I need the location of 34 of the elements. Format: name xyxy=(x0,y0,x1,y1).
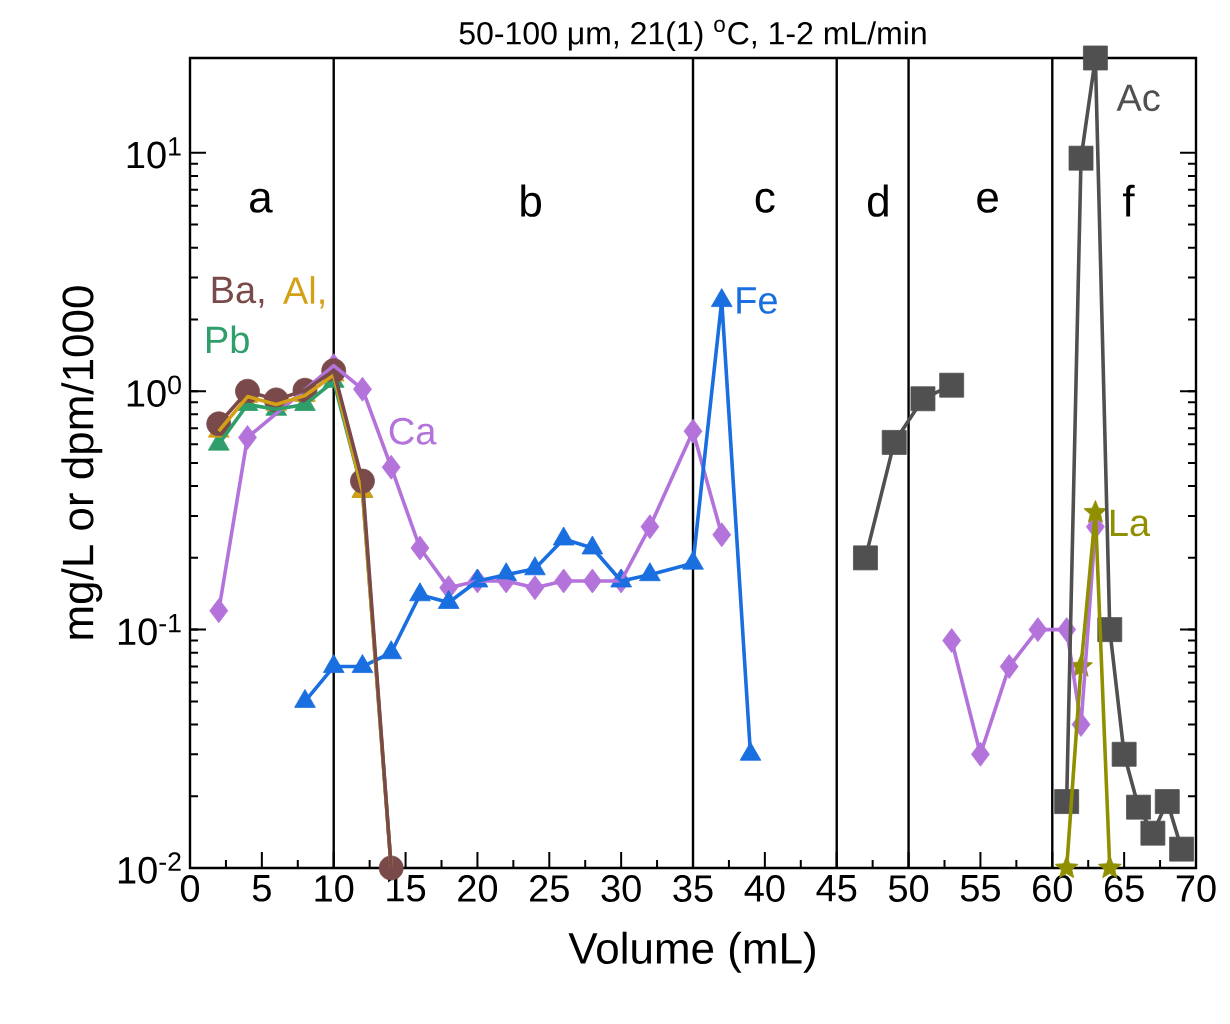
y-tick-label: 10$^{1}$ xyxy=(127,137,181,169)
x-tick-label: 70 xyxy=(1176,875,1216,902)
x-tick-label: 30 xyxy=(601,875,641,902)
y-tick-label: 10$^{-2}$ xyxy=(118,852,181,884)
x-tick-label: 60 xyxy=(1033,875,1072,902)
x-axis-title: Volume (mL) xyxy=(568,931,815,973)
annotation: a xyxy=(250,188,273,213)
series-label: Ca xyxy=(389,417,437,445)
annotation: b xyxy=(521,184,541,217)
x-tick-label: 45 xyxy=(816,875,857,902)
x-tick-label: 55 xyxy=(960,875,1000,902)
x-tick-label: 20 xyxy=(458,875,498,902)
series-label: Fe xyxy=(737,287,777,314)
annotation: e xyxy=(977,188,998,213)
x-tick-label: 65 xyxy=(1104,875,1144,902)
x-tick-label: 10 xyxy=(315,875,354,902)
series-label: Pb xyxy=(207,325,249,354)
series-label: Ba, xyxy=(212,276,264,308)
series-label: La xyxy=(1110,509,1151,537)
annotation: c xyxy=(755,188,775,213)
series-label: Ac xyxy=(1116,84,1160,112)
x-tick-label: 50 xyxy=(888,875,929,902)
y-tick-label: 10$^{0}$ xyxy=(127,375,181,407)
x-tick-label: 5 xyxy=(252,875,271,902)
x-tick-label: 0 xyxy=(180,875,200,902)
y-tick-label: 10$^{-1}$ xyxy=(118,614,181,646)
x-tick-label: 40 xyxy=(744,875,785,902)
chart-title: 50-100 μm, 21(1) $^{o}$C, 1-2 mL/min xyxy=(459,19,926,51)
x-tick-label: 35 xyxy=(673,875,713,902)
y-axis-title: mg/L or dpm/1000 xyxy=(61,286,103,639)
annotation: d xyxy=(868,184,888,217)
annotation: f xyxy=(1122,184,1135,217)
x-tick-label: 25 xyxy=(530,875,569,902)
series-label: Al, xyxy=(283,276,324,309)
